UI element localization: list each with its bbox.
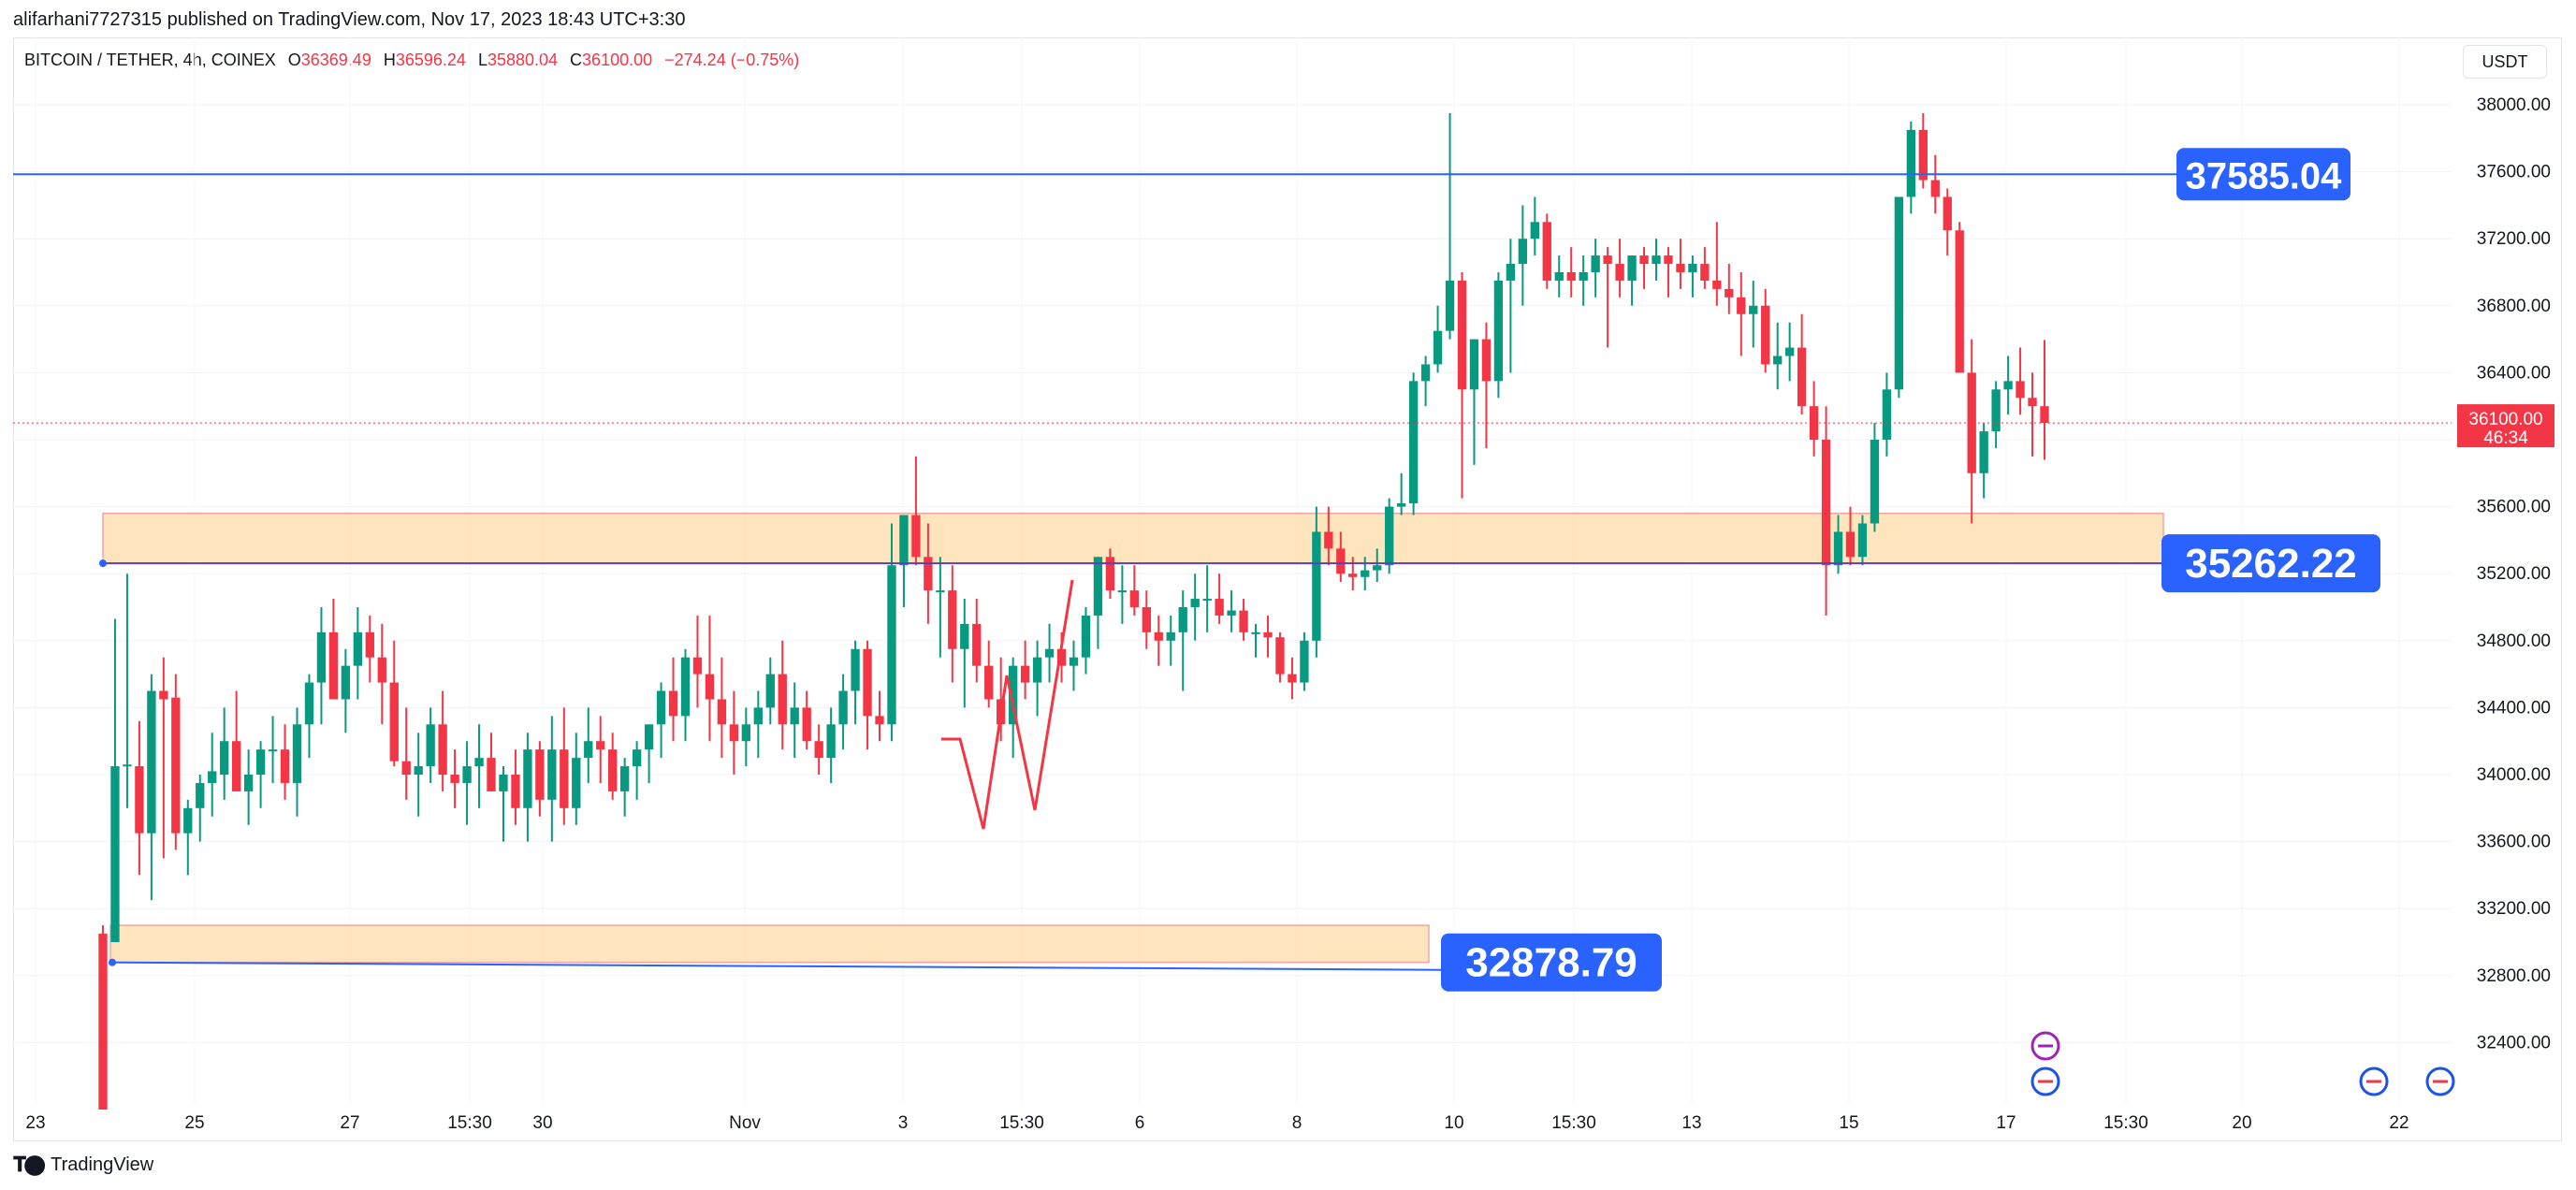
low-label: L — [477, 51, 488, 69]
high-value: 36596.24 — [395, 51, 466, 69]
open-label: O — [287, 51, 301, 69]
footer-brand-name: TradingView — [51, 1154, 154, 1175]
currency-selector[interactable]: USDT — [2463, 45, 2547, 79]
published-caption: alifarhani7727315 published on TradingVi… — [13, 9, 686, 30]
footer-brand: 𝐓⬤ TradingView — [13, 1153, 153, 1177]
high-label: H — [383, 51, 396, 69]
change-value: −274.24 (−0.75%) — [664, 51, 800, 69]
close-label: C — [570, 51, 583, 69]
low-value: 35880.04 — [487, 51, 559, 69]
close-value: 36100.00 — [582, 51, 653, 69]
symbol-legend: BITCOIN / TETHER, 4h, COINEX O36369.49 H… — [24, 51, 799, 70]
chart-frame — [13, 37, 2562, 1141]
open-value: 36369.49 — [300, 51, 371, 69]
tradingview-logo-icon: 𝐓⬤ — [13, 1153, 45, 1176]
symbol-name: BITCOIN / TETHER, 4h, COINEX — [24, 51, 276, 69]
